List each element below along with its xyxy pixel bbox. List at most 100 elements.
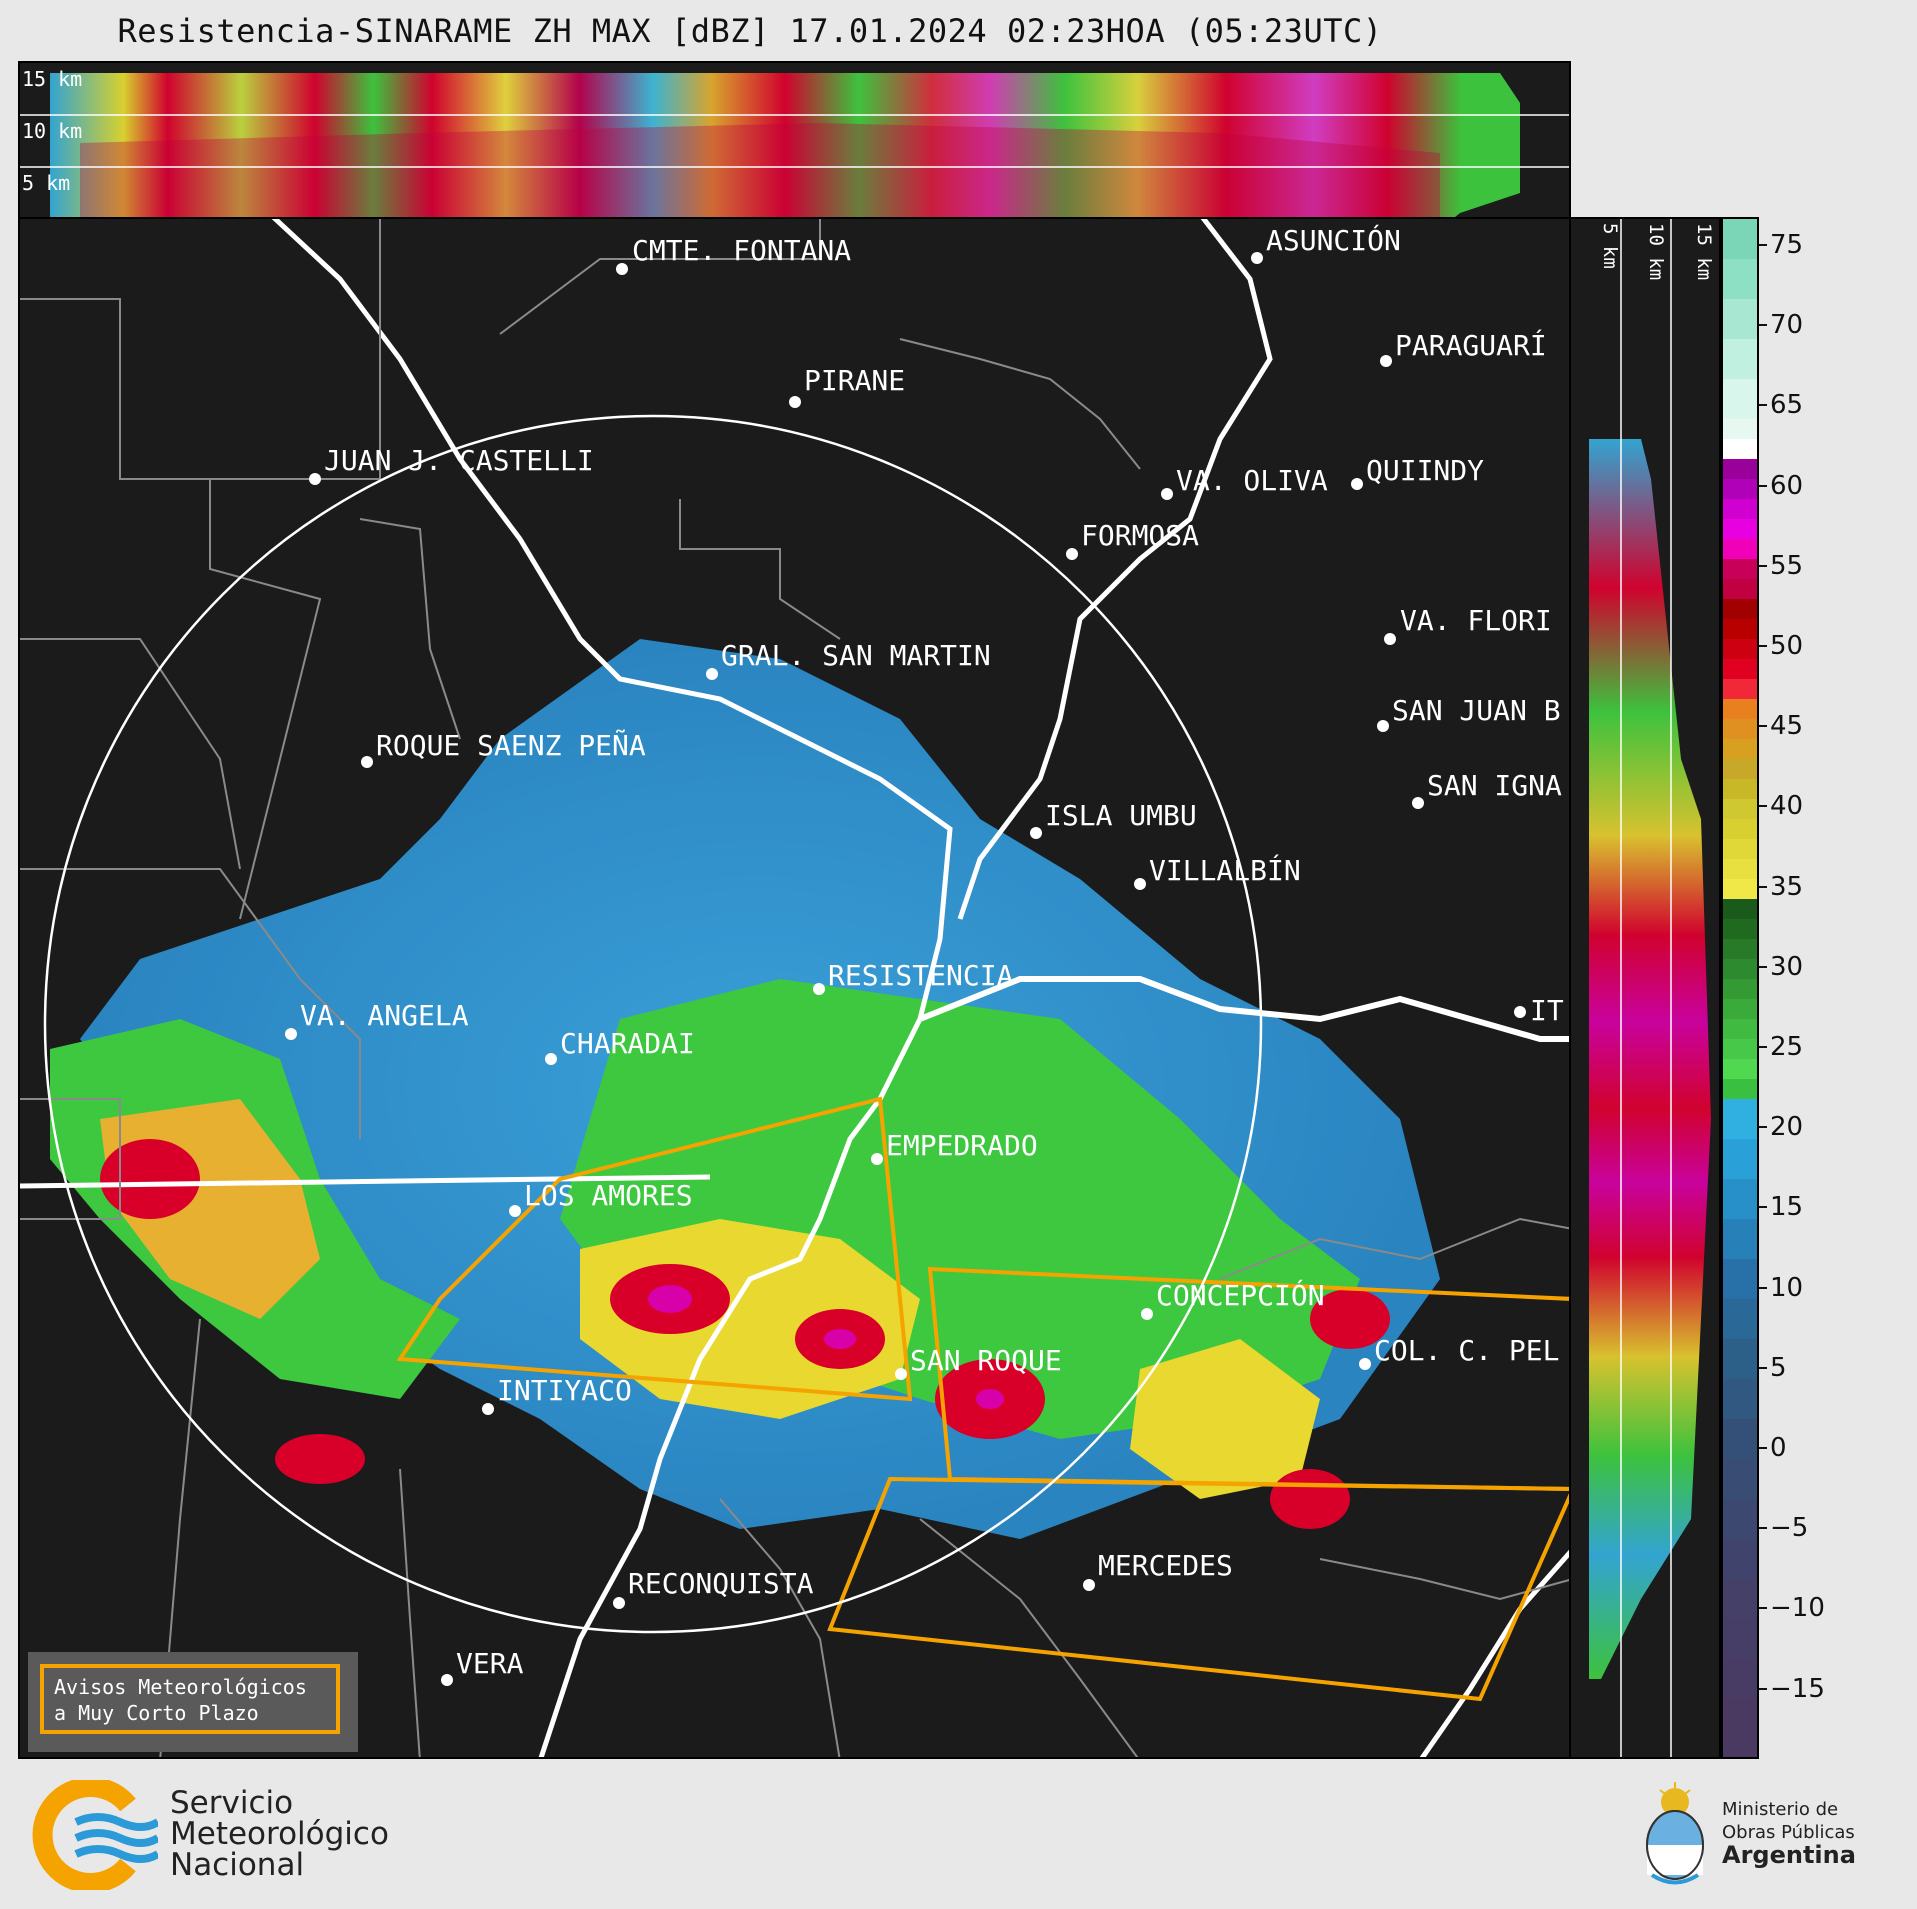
radar-map — [20, 219, 1569, 1757]
city-marker — [1030, 827, 1042, 839]
height-label-15km: 15 km — [22, 67, 83, 91]
ministry-line1: Ministerio de — [1722, 1799, 1839, 1820]
city-marker — [706, 668, 718, 680]
city-marker — [361, 756, 373, 768]
colorbar-tick — [1759, 244, 1767, 246]
colorbar-tick-label: 65 — [1770, 390, 1804, 421]
city-label: IT — [1530, 994, 1564, 1027]
colorbar-tick-label: 40 — [1770, 791, 1804, 822]
city-marker — [1134, 878, 1146, 890]
city-label: RESISTENCIA — [828, 959, 1014, 992]
city-label: ISLA UMBU — [1045, 799, 1197, 832]
colorbar-tick-label: 45 — [1770, 711, 1804, 742]
colorbar-tick — [1759, 1607, 1767, 1610]
colorbar-tick-label: 30 — [1770, 951, 1804, 982]
colorbar-tick — [1759, 564, 1767, 567]
top-cross-section-panel: 15 km 10 km 5 km — [18, 61, 1571, 219]
top-cross-section-plot — [20, 73, 1569, 217]
colorbar-tick-label: 15 — [1770, 1192, 1804, 1223]
warning-legend-frame: Avisos Meteorológicos a Muy Corto Plazo — [40, 1664, 340, 1734]
colorbar-tick-label: −10 — [1770, 1593, 1825, 1624]
city-marker — [1384, 633, 1396, 645]
colorbar-tick-label: −15 — [1770, 1673, 1825, 1704]
height-label-15km-v: 15 km — [1693, 223, 1715, 281]
city-label: VERA — [456, 1647, 524, 1680]
city-marker — [895, 1368, 907, 1380]
city-label: VA. OLIVA — [1176, 464, 1328, 497]
city-marker — [813, 983, 825, 995]
colorbar-tick-label: 50 — [1770, 631, 1804, 661]
colorbar-tick — [1759, 885, 1767, 888]
ministry-line3: Argentina — [1722, 1841, 1856, 1869]
colorbar-tick — [1759, 965, 1767, 968]
city-label: QUIINDY — [1366, 454, 1485, 487]
colorbar-tick — [1759, 1126, 1767, 1129]
city-marker — [1514, 1006, 1526, 1018]
colorbar-tick-label: 20 — [1770, 1112, 1804, 1143]
city-label: LOS AMORES — [524, 1179, 693, 1212]
city-marker — [871, 1153, 883, 1165]
city-label: INTIYACO — [497, 1374, 632, 1407]
warning-legend-line1: Avisos Meteorológicos — [54, 1675, 307, 1699]
colorbar-tick — [1759, 1366, 1767, 1369]
ministry-wordmark: Ministerio de Obras Públicas Argentina — [1722, 1798, 1856, 1867]
city-label: VA. ANGELA — [300, 999, 469, 1032]
page-title: Resistencia-SINARAME ZH MAX [dBZ] 17.01.… — [117, 12, 1383, 50]
colorbar-tick-label: 75 — [1770, 230, 1804, 260]
colorbar-tick-label: 60 — [1770, 470, 1804, 501]
height-label-5km: 5 km — [22, 171, 71, 195]
colorbar-tick — [1759, 324, 1767, 327]
colorbar-tick — [1759, 1447, 1767, 1449]
warning-legend-line2: a Muy Corto Plazo — [54, 1701, 259, 1725]
city-marker — [1359, 1358, 1371, 1370]
argentina-coat-of-arms-icon — [1640, 1780, 1710, 1890]
smn-line2: Meteorológico — [170, 1816, 389, 1852]
city-marker — [1380, 355, 1392, 367]
city-marker — [789, 396, 801, 408]
city-marker — [613, 1597, 625, 1609]
height-label-10km: 10 km — [22, 119, 83, 143]
city-marker — [616, 263, 628, 275]
city-label: PARAGUARÍ — [1395, 329, 1547, 362]
city-marker — [1066, 548, 1078, 560]
city-label: CHARADAI — [560, 1027, 695, 1060]
colorbar-tick — [1759, 645, 1767, 647]
city-marker — [509, 1205, 521, 1217]
city-label: SAN JUAN B — [1392, 694, 1561, 727]
colorbar-tick-label: 5 — [1770, 1352, 1787, 1383]
colorbar-tick-label: 10 — [1770, 1272, 1804, 1303]
city-marker — [1351, 478, 1363, 490]
height-label-5km-v: 5 km — [1599, 223, 1621, 269]
city-marker — [482, 1403, 494, 1415]
colorbar-tick — [1759, 1206, 1767, 1209]
height-label-10km-v: 10 km — [1645, 223, 1667, 281]
city-label: CONCEPCIÓN — [1156, 1279, 1325, 1312]
colorbar-tick — [1759, 1527, 1767, 1530]
colorbar-tick — [1759, 484, 1767, 487]
radar-map-panel: CMTE. FONTANA ASUNCIÓN PIRANE PARAGUARÍ JUAN… — [18, 217, 1571, 1759]
colorbar-tick-label: 70 — [1770, 310, 1804, 341]
colorbar-tick-label: 0 — [1770, 1433, 1787, 1463]
city-label: VILLALBÍN — [1149, 854, 1301, 887]
city-marker — [545, 1053, 557, 1065]
colorbar-tick — [1759, 404, 1767, 407]
colorbar-tick — [1759, 1046, 1767, 1048]
city-marker — [1377, 720, 1389, 732]
colorbar-tick — [1759, 805, 1767, 808]
colorbar-tick-label: 25 — [1770, 1032, 1804, 1062]
city-marker — [1412, 797, 1424, 809]
city-label: ASUNCIÓN — [1266, 224, 1401, 257]
city-marker — [1251, 252, 1263, 264]
city-label: RECONQUISTA — [628, 1567, 814, 1600]
colorbar-tick-label: −5 — [1770, 1513, 1809, 1544]
colorbar-tick — [1759, 1687, 1767, 1690]
smn-wordmark: Servicio Meteorológico Nacional — [170, 1788, 389, 1881]
city-marker — [1083, 1579, 1095, 1591]
smn-logo-icon — [28, 1777, 161, 1893]
warning-legend-box: Avisos Meteorológicos a Muy Corto Plazo — [28, 1652, 358, 1752]
city-label: PIRANE — [804, 364, 906, 397]
city-label: VA. FLORI — [1400, 604, 1552, 637]
colorbar-tick — [1759, 725, 1767, 728]
colorbar-tick-label: 55 — [1770, 550, 1804, 581]
city-label: ROQUE SAENZ PEÑA — [376, 729, 646, 762]
